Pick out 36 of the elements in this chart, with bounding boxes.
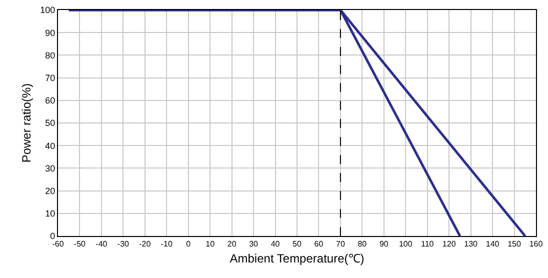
- y-tick-label: 30: [45, 163, 56, 174]
- x-tick-label: -30: [117, 240, 130, 249]
- x-tick-label: -50: [74, 240, 86, 249]
- x-tick-label: 90: [379, 240, 389, 249]
- x-tick-label: 20: [227, 240, 237, 249]
- x-tick-label: 100: [398, 240, 413, 249]
- x-tick-label: 50: [292, 240, 302, 249]
- y-tick-label: 90: [45, 28, 56, 38]
- x-tick-label: 0: [186, 240, 192, 249]
- x-tick-label: 60: [314, 240, 324, 249]
- y-tick-label: 60: [45, 96, 56, 106]
- x-tick-label: -40: [96, 240, 108, 249]
- x-tick-label: 40: [270, 240, 280, 249]
- y-tick-label: 50: [45, 118, 56, 128]
- x-tick-label: 150: [508, 240, 522, 249]
- y-tick-label: 80: [45, 50, 56, 60]
- y-tick-label: 0: [50, 231, 56, 242]
- x-tick-label: -10: [160, 240, 173, 249]
- y-tick-label: 20: [45, 186, 56, 196]
- y-tick-label: 70: [45, 72, 56, 83]
- y-axis-title: Power ratio(%): [19, 83, 34, 163]
- y-tick-label: 10: [45, 208, 56, 219]
- x-tick-label: 70: [336, 240, 346, 249]
- x-tick-label: 110: [420, 240, 434, 249]
- x-tick-label: -20: [139, 240, 152, 249]
- x-tick-label: 130: [464, 240, 478, 249]
- x-tick-label: 160: [529, 240, 544, 249]
- x-tick-label: -60: [52, 240, 64, 249]
- x-tick-label: 120: [442, 240, 456, 249]
- x-tick-label: 80: [358, 240, 368, 249]
- y-tick-label: 40: [45, 140, 56, 151]
- y-tick-label: 100: [40, 5, 56, 16]
- x-tick-label: 140: [486, 240, 500, 249]
- x-tick-label: 10: [206, 240, 216, 249]
- x-axis-title: Ambient Temperature(℃): [230, 252, 364, 266]
- x-tick-label: 30: [249, 240, 259, 249]
